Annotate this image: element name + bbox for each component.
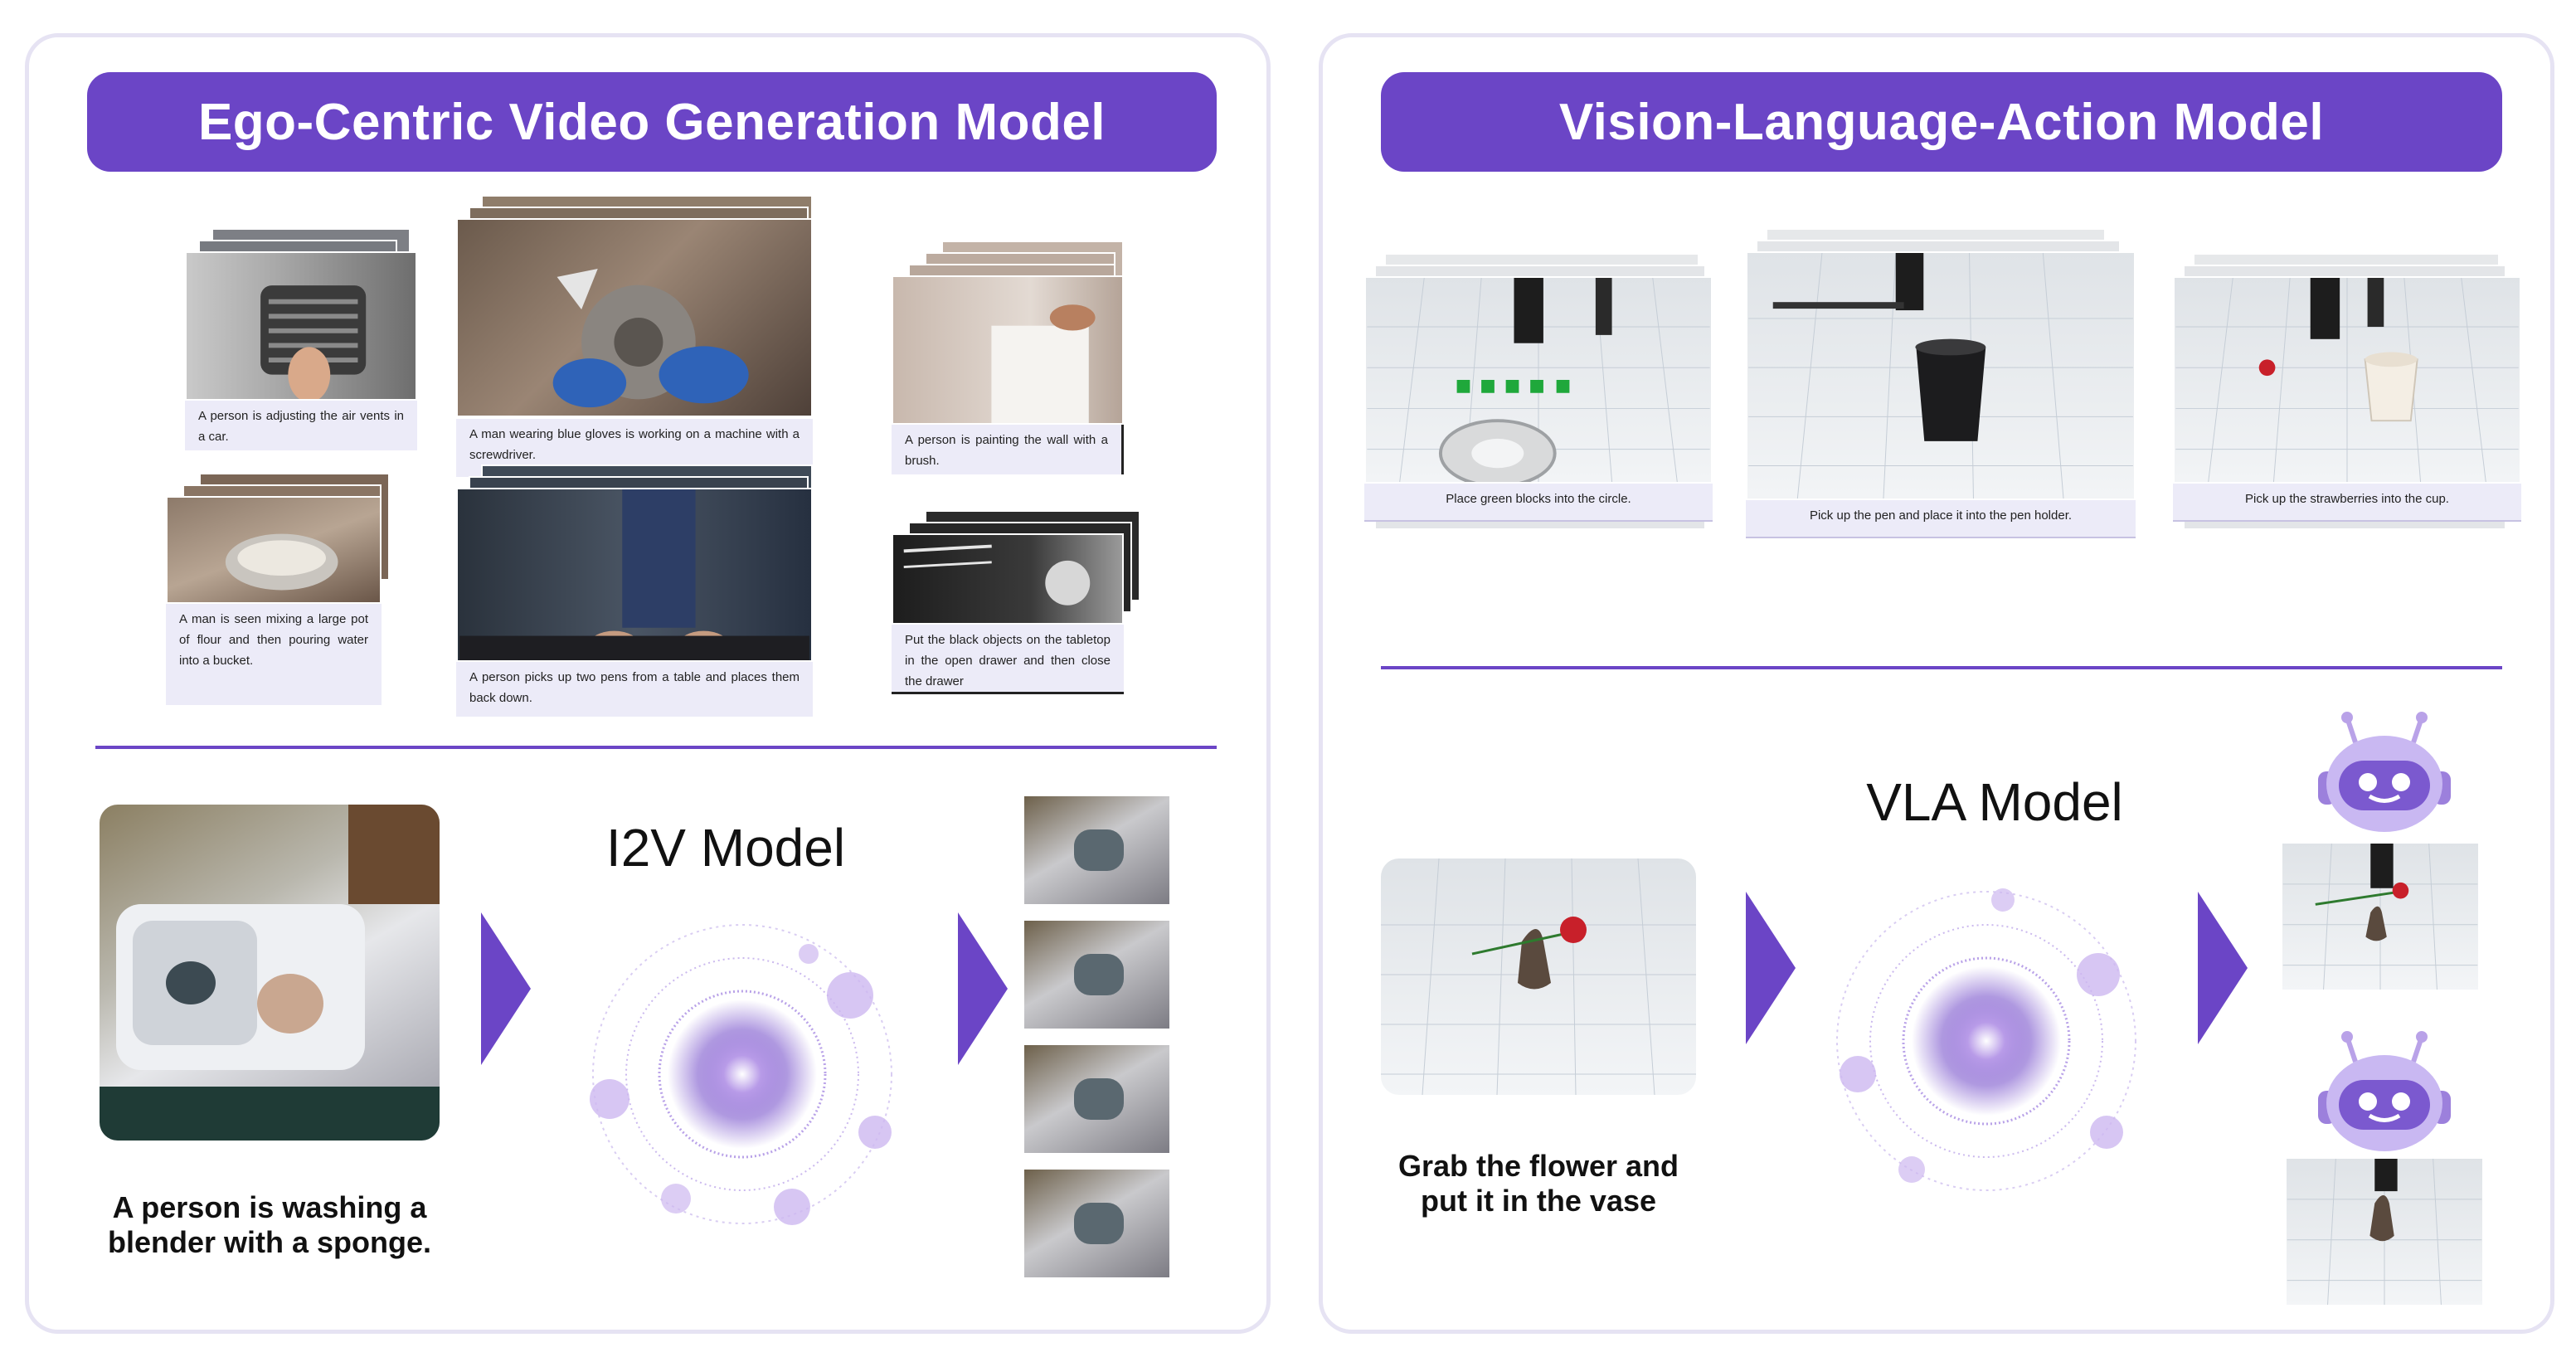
arrow-right-icon <box>1746 892 1796 1044</box>
flower-vase-illustration <box>1381 858 1696 1095</box>
right-panel: Vision-Language-Action Model <box>1319 33 2554 1334</box>
clip-caption: Put the black objects on the tabletop in… <box>892 625 1124 694</box>
arrow-right-icon <box>481 912 531 1065</box>
car-vent-illustration <box>260 285 367 402</box>
wall-painting-illustration <box>991 304 1096 423</box>
vla-task-green-blocks: Place green blocks into the circle. <box>1364 253 1721 601</box>
left-panel-title: Ego-Centric Video Generation Model <box>87 72 1217 172</box>
pens-table-illustration <box>459 489 809 660</box>
video-clip-screwdriver: A man wearing blue gloves is working on … <box>456 195 821 485</box>
machine-repair-illustration <box>552 269 749 408</box>
robot-head-icon <box>2310 709 2459 834</box>
robot-scene-frame <box>1746 251 2136 500</box>
vla-model-label: VLA Model <box>1866 772 2123 832</box>
video-clip-car-vents: A person is adjusting the air vents in a… <box>178 228 419 469</box>
sink-illustration <box>100 805 440 1141</box>
model-sphere-icon <box>1820 883 2152 1199</box>
arrow-right-icon <box>2198 892 2248 1044</box>
section-divider <box>95 746 1217 749</box>
left-panel: Ego-Centric Video Generation Model A per… <box>25 33 1271 1334</box>
input-prompt-text: Grab the flower and put it in the vase <box>1397 1149 1679 1218</box>
vla-task-pen-holder: Pick up the pen and place it into the pe… <box>1746 228 2144 618</box>
robot-head-icon <box>2310 1029 2459 1153</box>
video-clip-pens: A person picks up two pens from a table … <box>456 464 821 747</box>
robot-scene-frame <box>1364 276 1713 484</box>
vla-task-strawberries: Pick up the strawberries into the cup. <box>2173 253 2530 601</box>
output-frame <box>1024 796 1169 904</box>
arrow-right-icon <box>958 912 1008 1065</box>
task-caption: Pick up the strawberries into the cup. <box>2173 484 2521 522</box>
robot-scene-frame <box>2173 276 2521 484</box>
input-frame-flower <box>1381 858 1696 1095</box>
model-sphere-icon <box>576 917 908 1232</box>
i2v-model-label: I2V Model <box>605 818 846 878</box>
clip-caption: A person picks up two pens from a table … <box>456 662 813 717</box>
drawer-robot-illustration <box>903 544 1091 606</box>
output-frame <box>1024 921 1169 1029</box>
output-frame <box>1024 1045 1169 1153</box>
right-panel-title: Vision-Language-Action Model <box>1381 72 2502 172</box>
mixing-pot-illustration <box>225 533 338 591</box>
task-caption: Pick up the pen and place it into the pe… <box>1746 500 2136 538</box>
output-frame <box>2285 1157 2484 1306</box>
video-clip-painting: A person is painting the wall with a bru… <box>892 241 1157 489</box>
clip-caption: A man is seen mixing a large pot of flou… <box>166 604 382 705</box>
task-caption: Place green blocks into the circle. <box>1364 484 1713 522</box>
section-divider <box>1381 666 2502 669</box>
clip-caption: A person is adjusting the air vents in a… <box>185 401 417 450</box>
video-clip-flour: A man is seen mixing a large pot of flou… <box>166 473 415 730</box>
video-clip-drawer: Put the black objects on the tabletop in… <box>892 510 1157 751</box>
input-prompt-text: A person is washing a blender with a spo… <box>107 1190 432 1259</box>
output-frame <box>2281 842 2480 991</box>
input-frame-sink <box>100 805 440 1141</box>
clip-caption: A person is painting the wall with a bru… <box>892 425 1124 474</box>
output-frame <box>1024 1170 1169 1277</box>
